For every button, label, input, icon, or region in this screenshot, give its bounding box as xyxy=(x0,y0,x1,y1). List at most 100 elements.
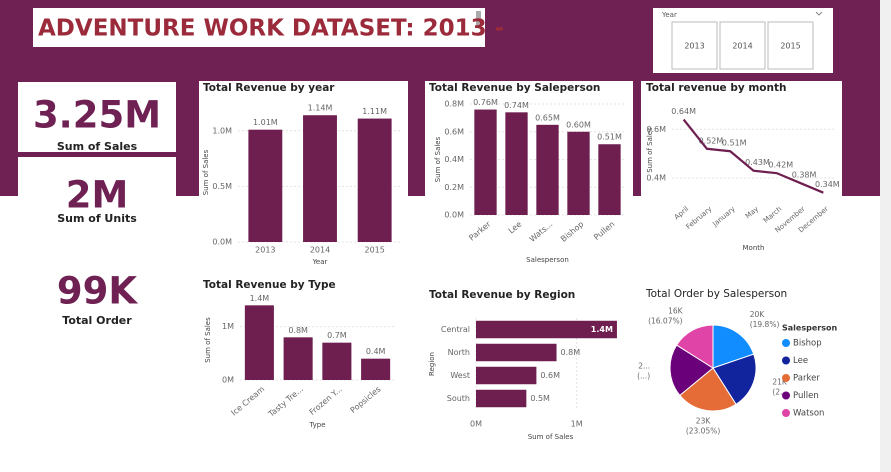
y-axis-label: Sum of Sales xyxy=(204,317,212,363)
slice-percent-label: (2... xyxy=(772,388,787,397)
slicer-option[interactable] xyxy=(719,21,766,70)
value-label: 0.43M xyxy=(745,158,770,167)
bar xyxy=(476,389,527,408)
x-axis-label: Salesperson xyxy=(526,256,569,264)
bar xyxy=(474,109,497,215)
bar xyxy=(505,112,528,215)
y-axis-label: Region xyxy=(428,352,436,376)
line xyxy=(682,118,824,194)
value-label: 1.4M xyxy=(591,325,613,334)
slicer-option-label: 2015 xyxy=(780,42,800,51)
slice-value-label: 23K xyxy=(696,416,712,425)
bar xyxy=(244,305,274,380)
y-tick-label: West xyxy=(450,371,470,380)
chart-panel xyxy=(641,81,842,258)
page-title: ADVENTURE WORK DATASET: 2013 - xyxy=(38,16,504,42)
kpi-value: 99K xyxy=(57,270,138,313)
slicer-option-label: 2013 xyxy=(684,42,704,51)
y-tick-label: 0.8M xyxy=(444,100,464,109)
y-axis-label: Sum of Sales xyxy=(434,136,442,182)
value-label: 1.4M xyxy=(250,294,270,303)
legend-label: Bishop xyxy=(793,339,822,349)
value-label: 0.7M xyxy=(327,331,347,340)
slice-value-label: 20K xyxy=(750,310,766,319)
y-tick-label: 0.2M xyxy=(444,183,464,192)
y-tick-label: 1.0M xyxy=(212,126,232,135)
slice-value-label: 21K xyxy=(772,378,788,387)
kpi-label: Sum of Sales xyxy=(57,140,138,153)
pie-slice xyxy=(679,367,737,412)
legend-label: Pullen xyxy=(793,391,819,401)
y-tick-label: 0.4M xyxy=(444,155,464,164)
kpi-label: Total Order xyxy=(62,314,132,327)
value-label: 0.64M xyxy=(671,107,696,116)
title-box xyxy=(33,8,485,47)
slice-percent-label: (23.05%) xyxy=(686,426,721,435)
value-label: 0.76M xyxy=(473,98,498,107)
y-tick-label: 0.0M xyxy=(212,238,232,247)
legend-label: Parker xyxy=(793,374,820,384)
value-label: 0.8M xyxy=(561,348,581,357)
value-label: 0.4M xyxy=(366,347,386,356)
bar xyxy=(361,358,391,380)
chart-title: Total Revenue by Region xyxy=(429,289,575,301)
chart-panel xyxy=(425,81,633,262)
y-tick-label: 1M xyxy=(222,322,234,331)
value-label: 0.42M xyxy=(768,161,793,170)
y-tick-label: 0.6M xyxy=(444,127,464,136)
y-tick-label: Central xyxy=(441,325,470,334)
value-label: 0.74M xyxy=(504,101,529,110)
slicer-option[interactable] xyxy=(671,21,718,70)
legend-marker xyxy=(782,409,790,417)
value-label: 0.38M xyxy=(792,170,817,179)
legend-label: Watson xyxy=(793,409,824,419)
slice-percent-label: (16.07%) xyxy=(648,316,683,325)
value-label: 0.51M xyxy=(597,133,622,142)
slicer-title: Year xyxy=(661,11,677,19)
bar xyxy=(598,144,621,215)
value-label: 0.5M xyxy=(530,394,550,403)
x-axis-label: Month xyxy=(743,244,765,252)
slice-value-label: 2... xyxy=(638,362,650,371)
x-tick-label: 1M xyxy=(571,420,583,429)
bar xyxy=(303,115,337,242)
x-tick-label: 2013 xyxy=(255,246,275,255)
value-label: 0.6M xyxy=(540,371,560,380)
y-tick-label: 0.5M xyxy=(212,182,232,191)
slice-percent-label: (19.8%) xyxy=(750,320,780,329)
bar xyxy=(476,366,537,385)
value-label: 0.34M xyxy=(815,180,840,189)
value-label: 0.51M xyxy=(722,139,747,148)
kpi-label: Sum of Units xyxy=(57,212,137,225)
x-tick-label: 2015 xyxy=(364,246,384,255)
y-tick-label: 0.6M xyxy=(646,125,666,134)
side-strip xyxy=(880,0,891,472)
pie-slice xyxy=(669,344,714,397)
chart-title: Total Revenue by Saleperson xyxy=(429,82,600,94)
legend-title: Salesperson xyxy=(782,324,837,333)
y-tick-label: 0.0M xyxy=(444,211,464,220)
y-axis-label: Sum of Sales xyxy=(202,149,210,195)
bar xyxy=(248,129,283,242)
value-label: 0.60M xyxy=(566,120,591,129)
bar xyxy=(476,343,557,362)
value-label: 1.11M xyxy=(362,107,387,116)
legend-marker xyxy=(782,391,790,400)
bar xyxy=(536,124,559,215)
bar xyxy=(567,131,590,215)
slicer-option[interactable] xyxy=(767,21,814,70)
value-label: 0.52M xyxy=(699,136,724,145)
y-tick-label: 0.4M xyxy=(646,174,666,183)
x-tick-label: 2014 xyxy=(310,246,330,255)
bar xyxy=(476,320,617,339)
scroll-thumb xyxy=(476,11,481,28)
slicer-chevron xyxy=(815,11,823,16)
value-label: 1.14M xyxy=(308,104,333,113)
chart-title: Total Order by Salesperson xyxy=(645,288,787,300)
legend-label: Lee xyxy=(793,356,808,366)
value-label: 0.8M xyxy=(288,326,308,335)
y-axis-label: Sum of Sales xyxy=(646,127,654,173)
slice-value-label: 16K xyxy=(668,306,684,315)
kpi-value: 2M xyxy=(66,174,129,217)
